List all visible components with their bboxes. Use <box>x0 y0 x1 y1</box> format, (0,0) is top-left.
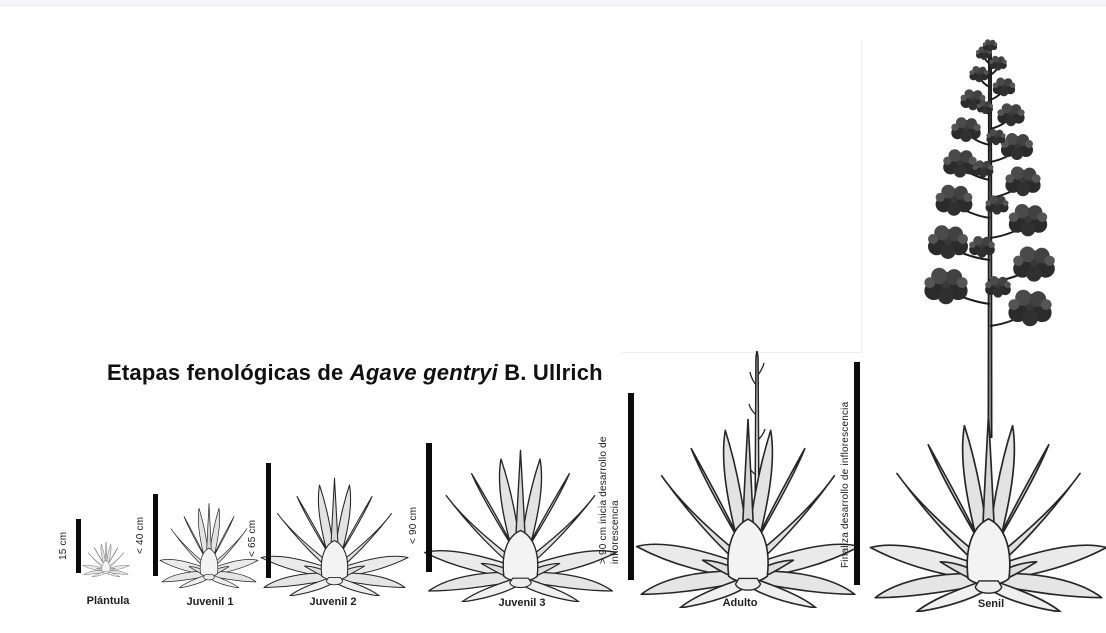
title-species-italic: Agave gentryi <box>349 360 498 385</box>
scale-bar-adulto <box>628 393 634 580</box>
stage-name-plantula: Plántula <box>86 595 130 607</box>
scale-bar-juvenil-2 <box>266 463 271 578</box>
stage-name-senil: Senil <box>977 598 1005 610</box>
scale-label-plantula: 15 cm <box>58 531 69 561</box>
juvenil-2-illustration <box>252 468 417 596</box>
stage-name-juvenil-3: Juvenil 3 <box>498 597 546 609</box>
scale-bar-juvenil-3 <box>426 443 432 572</box>
title-prefix: Etapas fenológicas de <box>107 360 350 385</box>
senil-inflorescence-illustration <box>924 39 1055 438</box>
adulto-illustration <box>623 403 873 608</box>
plantula-illustration <box>80 539 132 577</box>
scale-bar-juvenil-1 <box>153 494 158 576</box>
juvenil-3-illustration <box>413 437 628 602</box>
scale-label-senil: Finaliza desarrollo de inflorescencia <box>840 401 851 569</box>
scale-bar-plantula <box>76 519 81 573</box>
scale-label-juvenil-3: < 90 cm <box>408 506 419 544</box>
scale-label-juvenil-1: < 40 cm <box>135 516 146 554</box>
stage-name-juvenil-1: Juvenil 1 <box>186 596 234 608</box>
image-frame-edge-horizontal <box>622 352 862 353</box>
figure-title: Etapas fenológicas de Agave gentryi B. U… <box>107 360 603 386</box>
scale-bar-senil <box>854 362 860 585</box>
senil-illustration <box>856 397 1106 612</box>
image-frame-edge-vertical <box>861 40 862 353</box>
scale-label-adulto: > 90 cm inicia desarrollo de inflorescen… <box>598 436 621 564</box>
window-top-strip <box>0 0 1106 6</box>
stage-name-juvenil-2: Juvenil 2 <box>309 596 357 608</box>
stage-name-adulto: Adulto <box>722 597 758 609</box>
title-suffix: B. Ullrich <box>497 360 603 385</box>
scale-label-juvenil-2: < 65 cm <box>247 519 258 557</box>
